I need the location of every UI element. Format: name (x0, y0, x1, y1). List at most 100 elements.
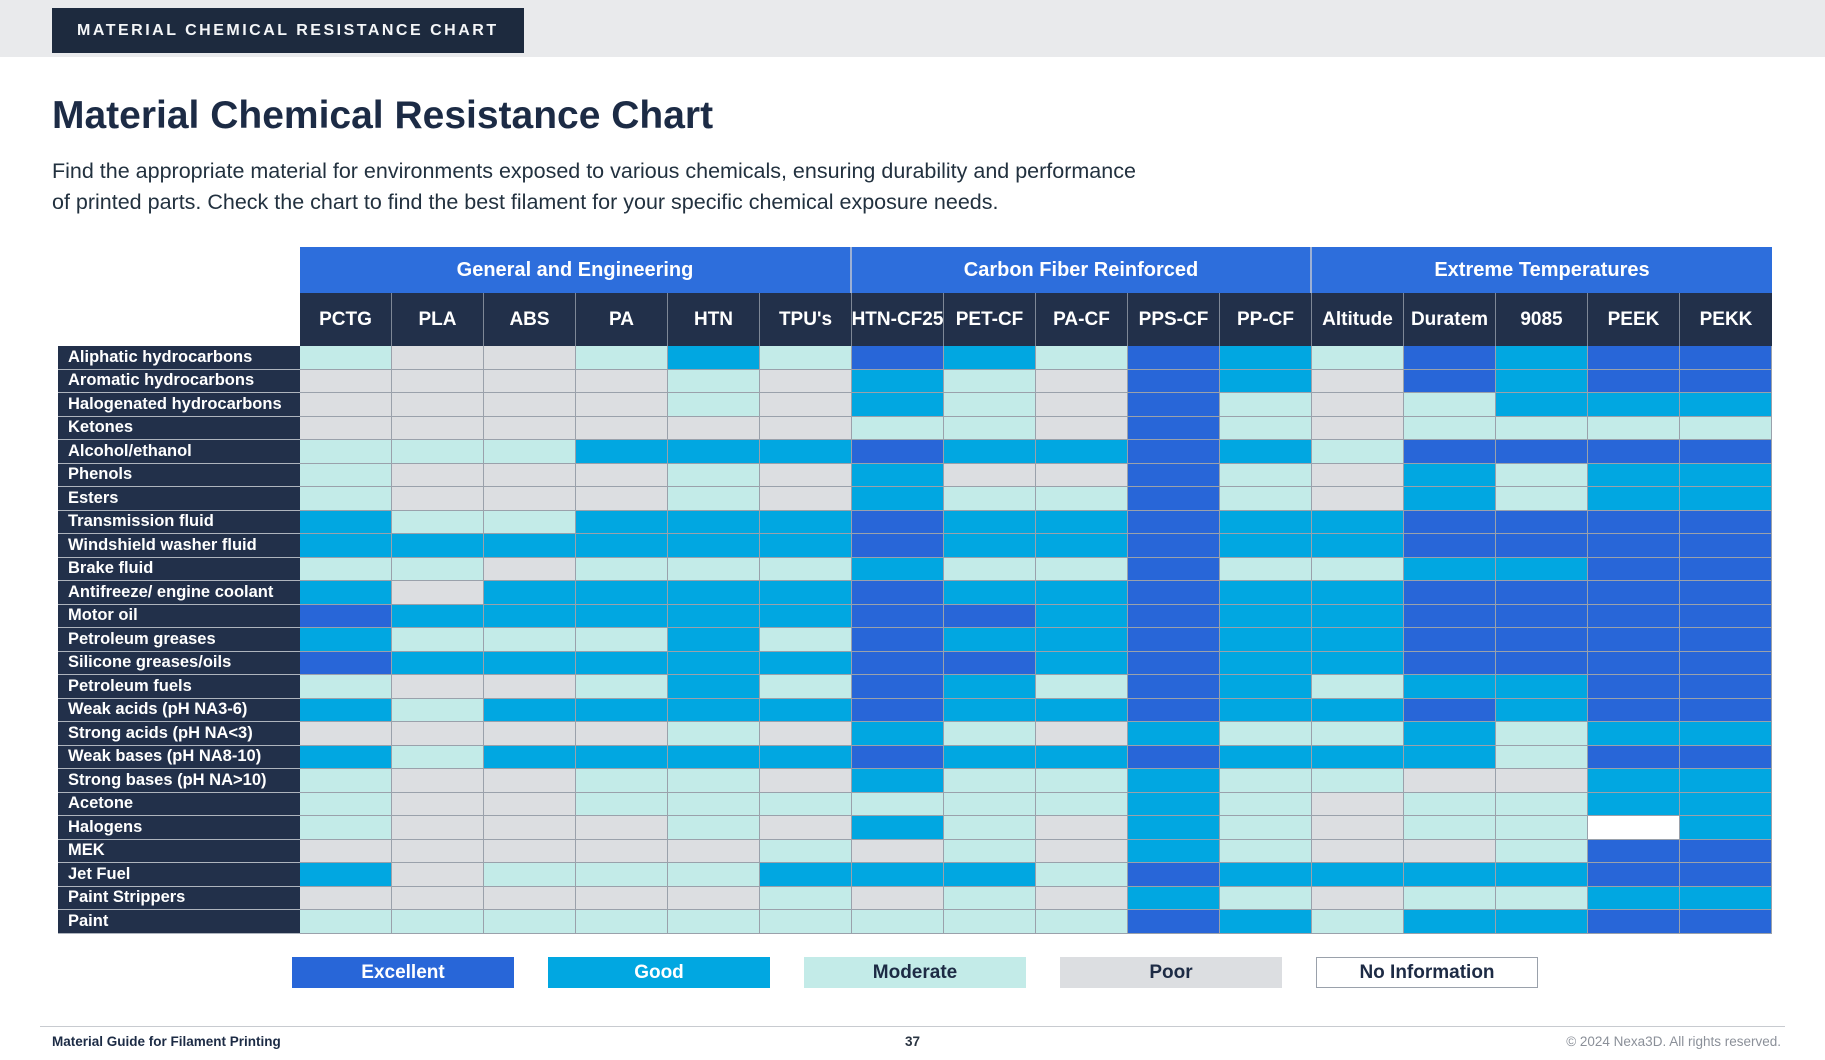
row-label: Halogenated hydrocarbons (58, 393, 300, 417)
grid-cell (576, 886, 668, 910)
grid-cell (1220, 698, 1312, 722)
grid-cell (852, 534, 944, 558)
grid-cell (576, 651, 668, 675)
row-label: Windshield washer fluid (58, 534, 300, 558)
grid-cell (760, 581, 852, 605)
grid-cell (1588, 675, 1680, 699)
grid-cell (1312, 369, 1404, 393)
column-header: ABS (484, 293, 576, 346)
grid-cell (668, 604, 760, 628)
row-label: Phenols (58, 463, 300, 487)
grid-cell (1128, 769, 1220, 793)
grid-cell (392, 910, 484, 934)
legend-item-no-information: No Information (1316, 957, 1538, 988)
grid-cell (300, 369, 392, 393)
grid-cell (484, 581, 576, 605)
grid-cell (1036, 792, 1128, 816)
grid-cell (1496, 510, 1588, 534)
grid-cell (300, 839, 392, 863)
grid-cell (1036, 487, 1128, 511)
grid-cell (1404, 393, 1496, 417)
legend-item-excellent: Excellent (292, 957, 514, 988)
grid-cell (1036, 604, 1128, 628)
grid-cell (1128, 816, 1220, 840)
grid-cell (1496, 792, 1588, 816)
grid-cell (1404, 675, 1496, 699)
grid-cell (1496, 346, 1588, 370)
grid-cell (1680, 581, 1772, 605)
grid-cell (668, 510, 760, 534)
grid-cell (944, 745, 1036, 769)
grid-cell (484, 604, 576, 628)
grid-cell (1680, 369, 1772, 393)
grid-cell (1220, 722, 1312, 746)
grid-cell (300, 416, 392, 440)
grid-cell (1680, 675, 1772, 699)
grid-cell (760, 722, 852, 746)
grid-cell (852, 440, 944, 464)
grid-cell (944, 369, 1036, 393)
grid-cell (1588, 863, 1680, 887)
grid-cell (300, 722, 392, 746)
grid-cell (1680, 604, 1772, 628)
legend: Excellent Good Moderate Poor No Information (292, 957, 1538, 988)
grid-cell (392, 581, 484, 605)
resistance-grid: General and Engineering Carbon Fiber Rein… (58, 247, 1772, 934)
column-header: Altitude (1312, 293, 1404, 346)
grid-cell (1220, 581, 1312, 605)
grid-corner-blank (58, 247, 300, 293)
grid-cell (1128, 839, 1220, 863)
grid-cell (668, 675, 760, 699)
grid-cell (1404, 416, 1496, 440)
column-header: Duratem (1404, 293, 1496, 346)
grid-cell (1220, 487, 1312, 511)
grid-cell (1680, 557, 1772, 581)
grid-cell (1588, 487, 1680, 511)
grid-cell (1496, 769, 1588, 793)
grid-cell (300, 440, 392, 464)
grid-cell (668, 910, 760, 934)
grid-cell (1680, 628, 1772, 652)
grid-cell (944, 581, 1036, 605)
grid-cell (852, 675, 944, 699)
grid-cell (1128, 863, 1220, 887)
grid-cell (392, 863, 484, 887)
grid-cell (576, 769, 668, 793)
grid-cell (1128, 510, 1220, 534)
grid-cell (1312, 393, 1404, 417)
grid-cell (1312, 581, 1404, 605)
grid-cell (668, 698, 760, 722)
banner-label: MATERIAL CHEMICAL RESISTANCE CHART (77, 21, 499, 39)
grid-cell (760, 440, 852, 464)
grid-cell (392, 604, 484, 628)
grid-cell (1680, 722, 1772, 746)
grid-cell (1404, 369, 1496, 393)
grid-cell (1220, 393, 1312, 417)
grid-cell (484, 886, 576, 910)
row-label: Strong acids (pH NA<3) (58, 722, 300, 746)
grid-cell (1588, 722, 1680, 746)
grid-cell (1312, 722, 1404, 746)
grid-cell (760, 745, 852, 769)
grid-cell (1404, 557, 1496, 581)
grid-cell (852, 463, 944, 487)
grid-cell (1036, 745, 1128, 769)
grid-cell (484, 698, 576, 722)
grid-cell (300, 769, 392, 793)
grid-cell (852, 369, 944, 393)
grid-cell (1312, 651, 1404, 675)
grid-cell (944, 816, 1036, 840)
grid-cell (392, 393, 484, 417)
row-label: Paint (58, 910, 300, 934)
grid-cell (300, 886, 392, 910)
grid-cell (1496, 581, 1588, 605)
grid-cell (576, 863, 668, 887)
grid-cell (1036, 863, 1128, 887)
row-label: Motor oil (58, 604, 300, 628)
grid-cell (944, 604, 1036, 628)
grid-cell (1496, 745, 1588, 769)
grid-cell (1404, 510, 1496, 534)
grid-cell (852, 604, 944, 628)
grid-cell (1588, 534, 1680, 558)
grid-cell (392, 816, 484, 840)
